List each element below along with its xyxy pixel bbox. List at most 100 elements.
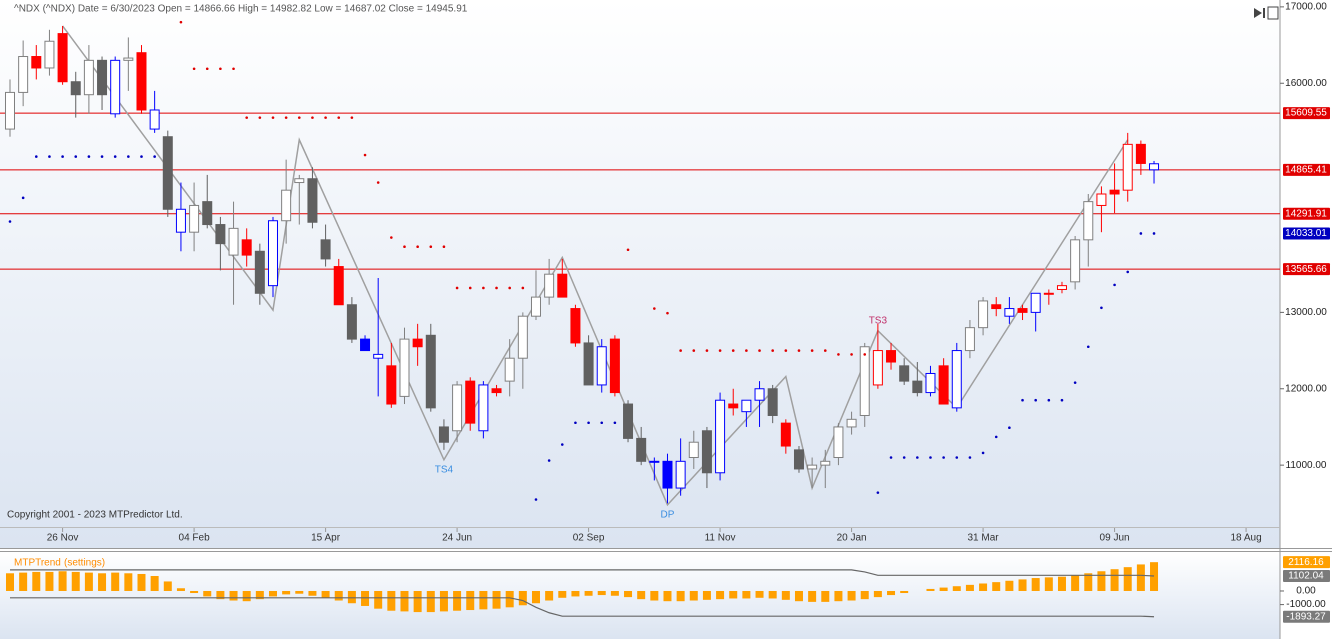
indicator-bar bbox=[650, 590, 659, 601]
price-tag bbox=[1283, 263, 1330, 276]
stop-dot bbox=[482, 286, 485, 290]
candle-body bbox=[504, 357, 515, 382]
stop-dot bbox=[258, 116, 262, 119]
stop-dot bbox=[758, 349, 761, 352]
candle-body bbox=[991, 304, 1002, 310]
candle-body bbox=[557, 273, 568, 298]
stop-dot bbox=[21, 196, 25, 200]
candle-body bbox=[1043, 292, 1054, 295]
stop-dot bbox=[968, 456, 972, 459]
settings-icon[interactable] bbox=[1267, 6, 1279, 20]
y-tick-label: 11000.00 bbox=[1286, 460, 1327, 471]
stop-dot bbox=[495, 286, 498, 290]
indicator-bar bbox=[71, 571, 80, 591]
candle-body bbox=[741, 399, 752, 413]
indicator-title: MTPTrend bbox=[14, 558, 61, 569]
price-tag bbox=[1283, 227, 1330, 240]
indicator-bar bbox=[374, 590, 383, 609]
stop-dot bbox=[889, 456, 893, 459]
indicator-bar bbox=[1123, 567, 1132, 591]
candle-body bbox=[544, 273, 555, 298]
indicator-settings[interactable]: (settings) bbox=[64, 558, 105, 569]
candle-body bbox=[425, 334, 436, 409]
x-tick-label: 31 Mar bbox=[968, 533, 1000, 544]
stop-dot bbox=[797, 349, 801, 352]
play-icon[interactable] bbox=[1263, 8, 1265, 18]
candle-body bbox=[465, 380, 476, 424]
indicator-bar bbox=[781, 590, 790, 600]
stop-dot bbox=[192, 67, 196, 71]
candle-body bbox=[175, 208, 186, 233]
price-tag-label: 13565.66 bbox=[1285, 264, 1327, 275]
stop-dot bbox=[297, 116, 301, 119]
candle-body bbox=[609, 338, 620, 394]
candle-body bbox=[44, 40, 55, 69]
price-tag bbox=[1283, 556, 1330, 569]
candle-body bbox=[820, 460, 831, 466]
stop-dot bbox=[876, 491, 880, 494]
y-tick-label: 16000.00 bbox=[1285, 78, 1327, 89]
stop-dot bbox=[87, 155, 91, 158]
indicator-bar bbox=[900, 590, 909, 594]
indicator-bar bbox=[242, 590, 251, 602]
candle-body bbox=[530, 296, 541, 317]
play-icon[interactable] bbox=[1254, 8, 1262, 18]
indicator-bar bbox=[268, 590, 277, 597]
indicator-bar bbox=[624, 590, 633, 598]
candle-body bbox=[123, 57, 134, 61]
stop-dot bbox=[1100, 306, 1103, 310]
candle-body bbox=[859, 346, 870, 416]
indicator-bar bbox=[558, 590, 567, 598]
stop-dot bbox=[560, 443, 564, 446]
indicator-bar bbox=[150, 576, 159, 591]
candle-body bbox=[491, 388, 502, 394]
stop-dot bbox=[1126, 270, 1130, 274]
indicator-bar bbox=[755, 590, 764, 598]
candle-body bbox=[333, 266, 344, 306]
stop-dot bbox=[219, 67, 222, 71]
indicator-bar bbox=[1136, 564, 1145, 591]
stop-dot bbox=[1152, 232, 1156, 235]
stop-dot bbox=[403, 245, 406, 248]
indicator-bar bbox=[518, 590, 527, 606]
indicator-bar bbox=[689, 590, 698, 601]
candle-body bbox=[1004, 308, 1015, 317]
candle-body bbox=[675, 460, 686, 489]
candle-body bbox=[254, 250, 265, 294]
chart-layer: 17000.00 16000.00 13000.00 12000.00 11000.00… bbox=[0, 2, 1330, 623]
candle-body bbox=[307, 178, 318, 223]
candle-body bbox=[1056, 285, 1067, 290]
candle-body bbox=[320, 239, 331, 260]
indicator-bar bbox=[334, 590, 343, 601]
candle-body bbox=[767, 388, 778, 416]
candle-body bbox=[807, 464, 818, 470]
stop-dot bbox=[363, 153, 367, 157]
indicator-bar bbox=[1018, 579, 1027, 591]
stop-dot bbox=[863, 353, 867, 356]
stop-dot bbox=[153, 155, 156, 158]
stop-dot bbox=[942, 456, 945, 459]
stop-dot bbox=[1008, 426, 1011, 430]
indicator-bar bbox=[1097, 571, 1106, 591]
indicator-bar bbox=[361, 590, 370, 606]
y-tick-label: 17000.00 bbox=[1285, 2, 1327, 13]
x-tick-label: 11 Nov bbox=[705, 533, 736, 544]
indicator-bar bbox=[979, 583, 988, 591]
price-tag-label: 1102.04 bbox=[1288, 571, 1324, 582]
indicator-bar bbox=[190, 590, 199, 594]
indicator-bar bbox=[308, 590, 317, 596]
candle-body bbox=[452, 384, 463, 432]
candle-body bbox=[1149, 163, 1160, 171]
candle-body bbox=[780, 422, 791, 447]
indicator-bar bbox=[847, 590, 856, 601]
stop-dot bbox=[232, 67, 235, 71]
wave-label: DP bbox=[661, 509, 675, 520]
indicator-bar bbox=[137, 573, 146, 591]
indicator-bar bbox=[426, 590, 435, 613]
candle-body bbox=[938, 365, 949, 405]
candle-body bbox=[97, 59, 108, 96]
indicator-bar bbox=[860, 590, 869, 600]
candle-body bbox=[281, 189, 292, 222]
indicator-bar bbox=[282, 590, 291, 595]
indicator-bar bbox=[965, 584, 974, 591]
